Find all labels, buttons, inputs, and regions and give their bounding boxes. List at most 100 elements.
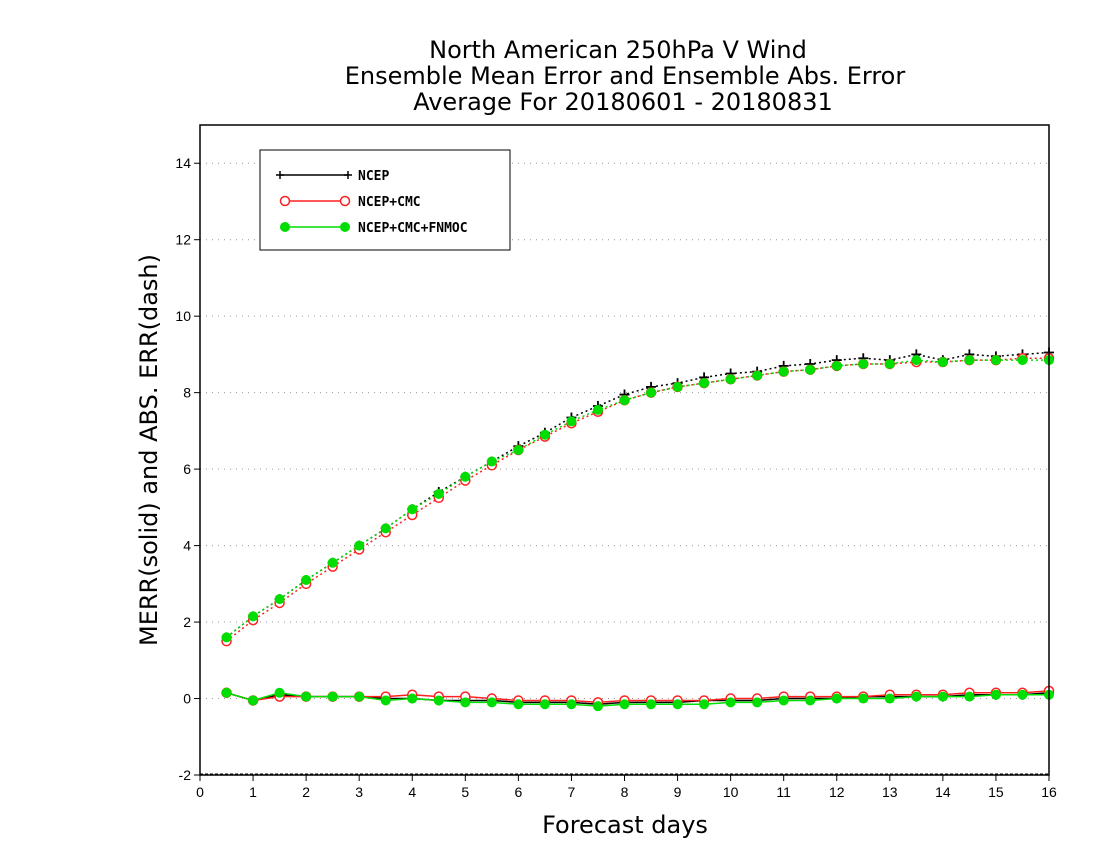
mean-error-point — [858, 693, 869, 704]
mean-error-point — [964, 691, 975, 702]
mean-error-point — [221, 687, 232, 698]
abs-error-point — [380, 523, 391, 534]
mean-error-point — [619, 699, 630, 710]
title-line-3: Average For 20180601 - 20180831 — [413, 88, 833, 116]
abs-error-point — [486, 456, 497, 467]
y-tick-label: 6 — [183, 461, 191, 477]
abs-error-point — [911, 355, 922, 366]
y-tick-label: 2 — [183, 614, 191, 630]
x-tick-label: 10 — [723, 784, 739, 800]
abs-error-point — [725, 374, 736, 385]
mean-error-point — [301, 691, 312, 702]
title-line-1: North American 250hPa V Wind — [429, 36, 807, 64]
y-tick-label: 8 — [183, 385, 191, 401]
mean-error-point — [1017, 689, 1028, 700]
abs-error-point — [460, 471, 471, 482]
abs-error-point — [433, 488, 444, 499]
abs-error-line — [226, 359, 1049, 638]
x-tick-label: 16 — [1041, 784, 1057, 800]
plot-series — [221, 347, 1055, 712]
abs-error-point — [221, 632, 232, 643]
legend-entry-ncep: NCEP — [276, 169, 389, 184]
x-tick-label: 7 — [568, 784, 576, 800]
mean-error-point — [990, 689, 1001, 700]
abs-error-point — [964, 355, 975, 366]
mean-error-point — [937, 691, 948, 702]
legend-label-ncep: NCEP — [358, 169, 389, 184]
mean-error-point — [911, 691, 922, 702]
abs-error-point — [884, 358, 895, 369]
mean-error-point — [672, 699, 683, 710]
open-circle-marker-icon — [279, 195, 291, 207]
abs-error-point — [619, 395, 630, 406]
abs-error-point — [354, 540, 365, 551]
mean-error-point — [486, 697, 497, 708]
mean-error-point — [248, 695, 259, 706]
x-tick-label: 6 — [514, 784, 522, 800]
x-tick-label: 3 — [355, 784, 363, 800]
mean-error-point — [513, 699, 524, 710]
abs-error-point — [539, 429, 550, 440]
abs-error-line — [226, 357, 1049, 642]
abs-error-point — [592, 404, 603, 415]
legend-label-ncep-cmc: NCEP+CMC — [358, 195, 421, 210]
mean-error-point — [699, 699, 710, 710]
legend-box — [259, 149, 511, 251]
mean-error-point — [354, 691, 365, 702]
mean-error-point — [539, 699, 550, 710]
mean-error-point — [327, 691, 338, 702]
abs-error-point — [778, 366, 789, 377]
abs-error-point — [937, 357, 948, 368]
abs-error-point — [248, 611, 259, 622]
y-axis-label: MERR(solid) and ABS. ERR(dash) — [135, 254, 163, 646]
x-tick-label: 8 — [621, 784, 629, 800]
abs-error-point — [274, 594, 285, 605]
x-axis-label: Forecast days — [542, 811, 708, 839]
abs-error-point — [566, 416, 577, 427]
mean-error-point — [752, 697, 763, 708]
mean-error-point — [274, 687, 285, 698]
series-ncep — [221, 347, 1054, 710]
abs-error-line — [226, 351, 1050, 638]
plus-marker-icon — [276, 171, 352, 179]
y-tick-label: 10 — [175, 308, 191, 324]
x-tick-label: 9 — [674, 784, 682, 800]
filled-circle-marker-icon — [280, 222, 290, 232]
abs-error-point — [858, 358, 869, 369]
abs-error-point — [752, 370, 763, 381]
mean-error-point — [566, 699, 577, 710]
mean-error-point — [407, 693, 418, 704]
abs-error-point — [699, 378, 710, 389]
mean-error-point — [831, 693, 842, 704]
series-ncep-cmc — [221, 352, 1055, 708]
x-tick-label: 5 — [461, 784, 469, 800]
abs-error-point — [407, 504, 418, 515]
mean-error-point — [460, 697, 471, 708]
abs-error-point — [646, 387, 657, 398]
y-tick-label: 4 — [183, 538, 191, 554]
y-tick-label: 0 — [183, 691, 191, 707]
x-tick-label: 4 — [408, 784, 416, 800]
mean-error-point — [884, 693, 895, 704]
x-tick-label: 12 — [829, 784, 845, 800]
legend-entry-ncep-cmc-fnmoc: NCEP+CMC+FNMOC — [280, 221, 468, 236]
legend-entry-ncep-cmc: NCEP+CMC — [279, 195, 421, 210]
x-tick-label: 14 — [935, 784, 951, 800]
y-tick-label: -2 — [179, 767, 192, 783]
abs-error-point — [1017, 355, 1028, 366]
abs-error-point — [301, 575, 312, 585]
x-tick-label: 0 — [196, 784, 204, 800]
legend: NCEP NCEP+CMC NCEP+CMC+FNMOC — [259, 149, 511, 251]
abs-error-point — [327, 557, 338, 568]
y-tick-label: 14 — [175, 155, 191, 171]
filled-circle-marker-icon — [340, 222, 350, 232]
mean-error-point — [592, 701, 603, 712]
x-tick-label: 15 — [988, 784, 1004, 800]
y-tick-label: 12 — [175, 232, 191, 248]
abs-error-point — [805, 364, 816, 375]
mean-error-point — [725, 697, 736, 708]
mean-error-point — [646, 699, 657, 710]
x-tick-label: 1 — [249, 784, 257, 800]
